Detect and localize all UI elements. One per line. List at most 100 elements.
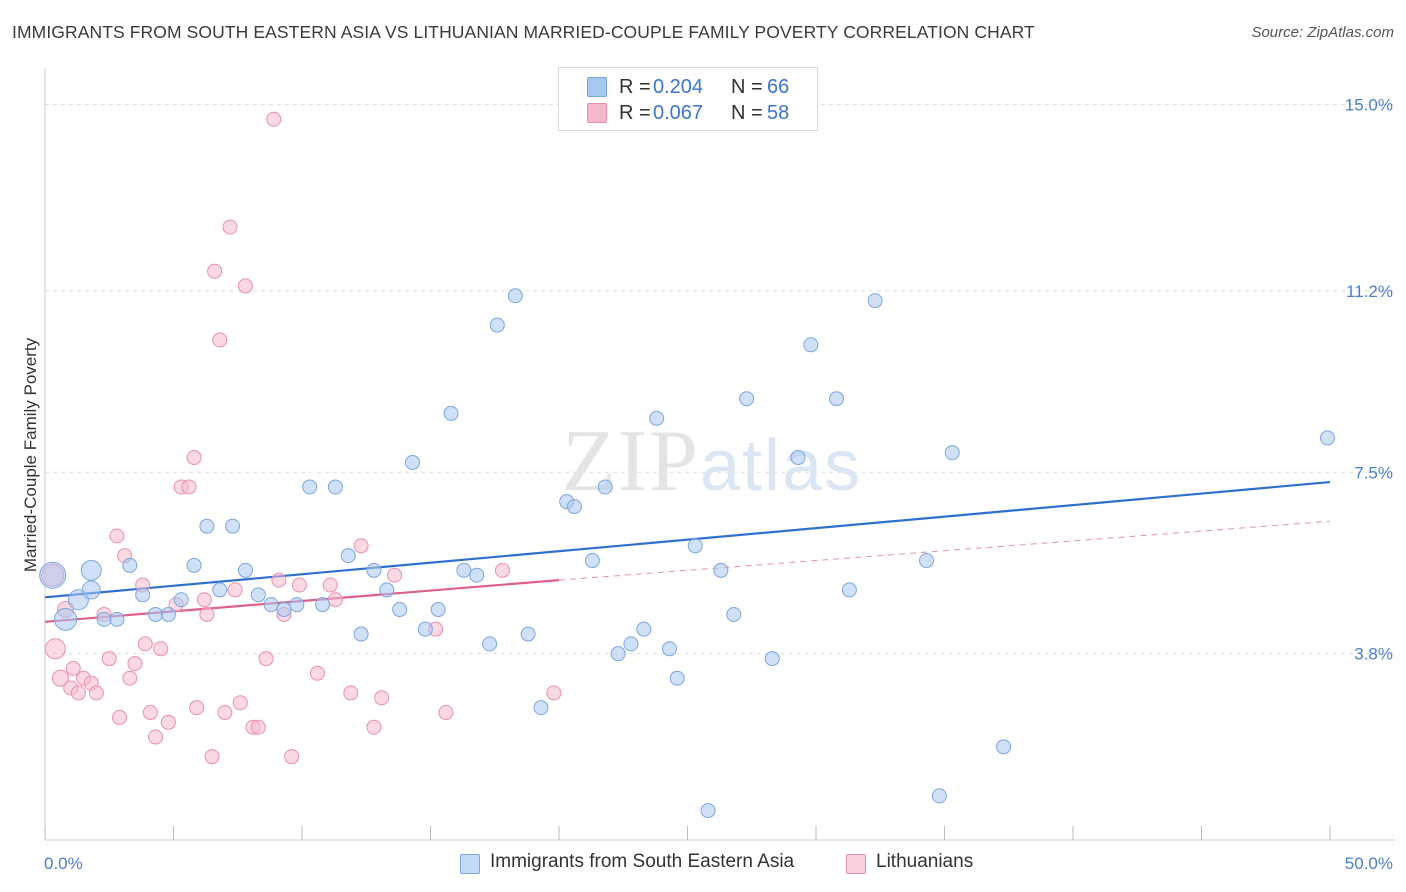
sea-point xyxy=(636,621,652,637)
sea-point xyxy=(80,559,102,581)
sea-point xyxy=(739,391,755,407)
lithuanian-point xyxy=(374,690,390,706)
lithuanian-point xyxy=(122,670,138,686)
sea-point xyxy=(623,636,639,652)
sea-point xyxy=(687,538,703,554)
sea-point xyxy=(96,611,112,627)
lithuanian-point xyxy=(65,660,81,676)
sea-point xyxy=(315,597,331,613)
sea-point xyxy=(996,739,1012,755)
x-tick-label: 50.0% xyxy=(1345,854,1393,873)
lithuanians-points xyxy=(41,111,562,765)
legend-n-label: N = xyxy=(731,76,763,98)
lithuanian-trend-extension xyxy=(558,520,1331,581)
sea-point xyxy=(482,636,498,652)
legend-swatch-pink xyxy=(846,854,866,874)
lithuanian-point xyxy=(291,577,307,593)
lithuanian-point xyxy=(327,592,343,608)
lithuanian-point xyxy=(227,582,243,598)
sea-point xyxy=(276,602,292,618)
sea-point xyxy=(263,597,279,613)
lithuanian-point xyxy=(189,700,205,716)
legend-n-value: 66 xyxy=(767,76,790,98)
sea-point xyxy=(726,606,742,622)
lithuanian-point xyxy=(186,450,202,466)
sea-point xyxy=(469,567,485,583)
x-tick-label: 0.0% xyxy=(44,854,83,873)
sea-point xyxy=(353,626,369,642)
y-tick-label: 3.8% xyxy=(1354,645,1393,664)
sea-point xyxy=(790,450,806,466)
lithuanian-point xyxy=(387,567,403,583)
legend-swatch-blue xyxy=(460,854,480,874)
lithuanian-point xyxy=(142,705,158,721)
tick-labels: 3.8% 7.5% 11.2% 15.0% 0.0% 50.0% xyxy=(44,96,1393,873)
lithuanian-point xyxy=(88,685,104,701)
lithuanian-point xyxy=(137,636,153,652)
sea-point xyxy=(289,597,305,613)
sea-trend-line xyxy=(44,480,1331,599)
lithuanian-point xyxy=(127,655,143,671)
lithuanian-point xyxy=(266,111,282,127)
y-tick-label: 11.2% xyxy=(1346,282,1393,301)
lithuanian-point xyxy=(199,606,215,622)
sea-point xyxy=(520,626,536,642)
sea-immigrants-points xyxy=(39,288,1335,819)
chart-title: IMMIGRANTS FROM SOUTH EASTERN ASIA VS LI… xyxy=(12,22,1035,42)
sea-point xyxy=(803,337,819,353)
sea-point xyxy=(584,553,600,569)
sea-point xyxy=(340,548,356,564)
sea-point xyxy=(566,499,582,515)
legend-r-label: R = xyxy=(619,76,651,98)
legend-r-value: 0.067 xyxy=(653,102,704,124)
sea-point xyxy=(1319,430,1335,446)
source-label: Source: ZipAtlas.com xyxy=(1251,24,1394,41)
series-legend: Immigrants from South Eastern Asia Lithu… xyxy=(0,851,1406,877)
lithuanian-point xyxy=(309,665,325,681)
legend-label-sea: Immigrants from South Eastern Asia xyxy=(490,851,795,872)
sea-point xyxy=(669,670,685,686)
lithuanian-point xyxy=(70,685,86,701)
sea-point xyxy=(430,602,446,618)
sea-point xyxy=(764,651,780,667)
sea-point xyxy=(841,582,857,598)
sea-point xyxy=(39,561,67,589)
lithuanian-point xyxy=(44,638,66,660)
lithuanian-point xyxy=(51,669,69,687)
y-axis-label: Married-Couple Family Poverty xyxy=(21,337,40,572)
lithuanian-point xyxy=(222,219,238,235)
sea-point xyxy=(109,611,125,627)
sea-point xyxy=(713,562,729,578)
lithuanian-point xyxy=(101,651,117,667)
lithuanian-point xyxy=(148,729,164,745)
legend-r-label: R = xyxy=(619,102,651,124)
sea-point xyxy=(212,582,228,598)
sea-point xyxy=(81,580,101,600)
lithuanian-point xyxy=(207,263,223,279)
sea-point xyxy=(186,557,202,573)
lithuanian-point xyxy=(232,695,248,711)
lithuanian-point xyxy=(366,719,382,735)
sea-point xyxy=(379,582,395,598)
sea-point xyxy=(919,553,935,569)
sea-point xyxy=(237,562,253,578)
sea-point xyxy=(122,557,138,573)
sea-point xyxy=(327,479,343,495)
sea-point xyxy=(366,562,382,578)
lithuanian-point xyxy=(217,705,233,721)
lithuanian-point xyxy=(353,538,369,554)
sea-point xyxy=(392,602,408,618)
lithuanian-point xyxy=(494,562,510,578)
legend-label-lithuanians: Lithuanians xyxy=(876,851,974,872)
sea-point xyxy=(944,445,960,461)
lithuanian-point xyxy=(284,749,300,765)
sea-point xyxy=(700,803,716,819)
lithuanian-point xyxy=(271,572,287,588)
sea-point xyxy=(662,641,678,657)
sea-point xyxy=(160,606,176,622)
sea-point xyxy=(610,646,626,662)
lithuanian-point xyxy=(160,714,176,730)
sea-point xyxy=(829,391,845,407)
y-tick-label: 15.0% xyxy=(1345,96,1393,115)
